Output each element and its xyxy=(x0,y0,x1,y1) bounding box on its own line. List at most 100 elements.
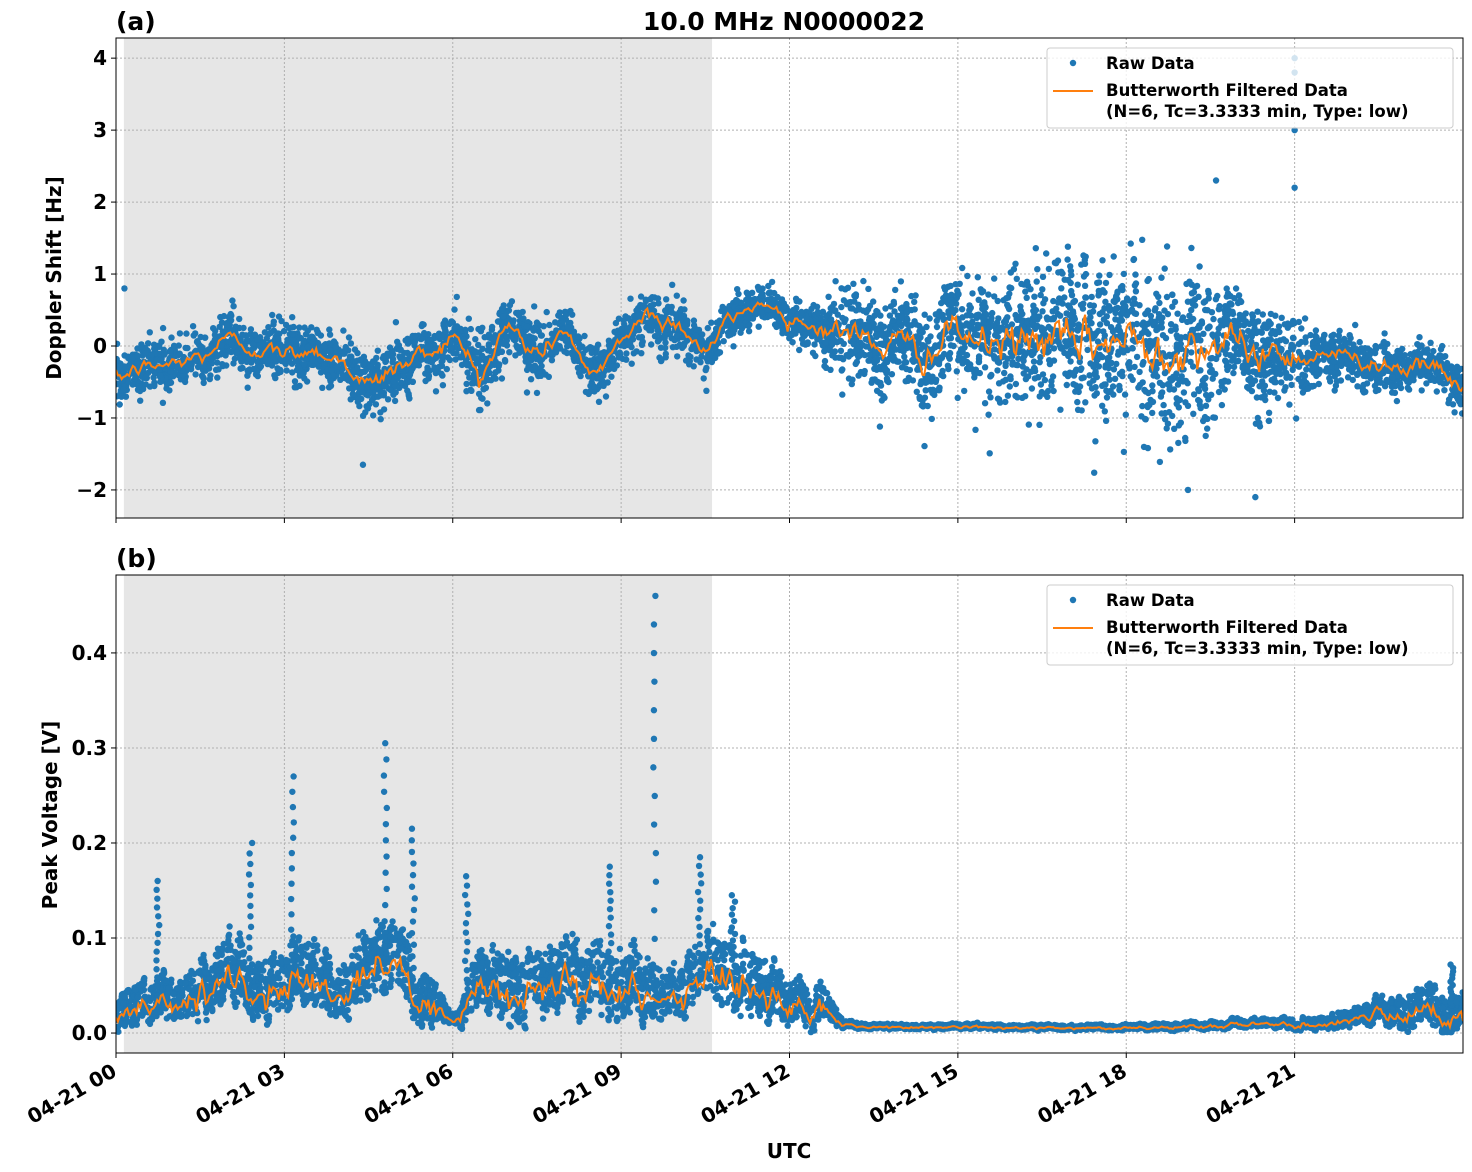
raw-data-point xyxy=(262,356,269,363)
raw-data-point xyxy=(384,396,392,403)
raw-data-point xyxy=(1443,359,1451,367)
raw-data-point xyxy=(838,367,845,374)
raw-data-point xyxy=(838,354,845,361)
raw-data-point xyxy=(1259,337,1267,344)
raw-data-point xyxy=(926,315,933,322)
raw-data-point xyxy=(1383,376,1391,384)
raw-data-point xyxy=(1195,293,1202,300)
raw-data-point xyxy=(210,325,217,332)
raw-data-point xyxy=(1127,240,1134,247)
raw-data-point xyxy=(1245,368,1253,376)
raw-data-point xyxy=(870,298,877,305)
raw-data-point xyxy=(308,333,315,340)
raw-data-point xyxy=(1116,386,1123,393)
raw-data-point xyxy=(272,374,279,382)
raw-data-point xyxy=(1367,375,1375,382)
raw-data-point xyxy=(1278,379,1285,386)
raw-data-point xyxy=(1036,359,1043,366)
raw-data-point xyxy=(1229,308,1236,315)
raw-data-point xyxy=(628,360,635,367)
raw-data-point xyxy=(802,331,809,338)
raw-data-point xyxy=(1423,380,1430,387)
raw-data-point xyxy=(1122,411,1130,418)
raw-data-point xyxy=(527,353,534,361)
raw-data-point xyxy=(1105,371,1112,378)
raw-data-point xyxy=(1298,325,1305,332)
raw-data-point xyxy=(1224,312,1231,319)
raw-data-point xyxy=(389,359,396,366)
raw-data-point xyxy=(1298,379,1305,386)
raw-data-point xyxy=(913,388,920,395)
raw-data-point xyxy=(1293,415,1300,422)
raw-data-point xyxy=(900,348,907,355)
raw-data-point xyxy=(1441,387,1448,394)
raw-data-point xyxy=(703,387,710,394)
raw-data-point xyxy=(1167,446,1174,453)
raw-data-point xyxy=(452,323,459,331)
raw-data-point xyxy=(170,342,178,349)
raw-data-point xyxy=(1221,377,1228,384)
raw-data-point xyxy=(500,340,507,347)
raw-data-point xyxy=(1201,413,1209,421)
raw-data-point xyxy=(1156,299,1163,307)
raw-data-point xyxy=(868,379,875,386)
raw-data-point xyxy=(730,328,737,335)
raw-data-point xyxy=(227,310,234,318)
raw-data-point xyxy=(1281,321,1289,328)
raw-data-point xyxy=(1002,360,1009,367)
raw-data-point xyxy=(1412,369,1419,376)
raw-data-point xyxy=(1211,414,1219,421)
raw-data-point xyxy=(283,367,290,374)
raw-data-point xyxy=(852,360,859,368)
raw-data-point xyxy=(1033,278,1040,285)
raw-data-point xyxy=(1161,307,1168,314)
raw-data-point xyxy=(899,304,906,311)
raw-data-point xyxy=(911,298,918,306)
raw-data-point xyxy=(1381,330,1388,337)
raw-data-point xyxy=(376,392,384,399)
raw-data-point xyxy=(1254,308,1261,315)
raw-data-point xyxy=(1169,291,1176,298)
raw-data-point xyxy=(1173,400,1180,407)
raw-data-point xyxy=(1283,371,1290,379)
raw-data-point xyxy=(813,303,821,310)
raw-data-point xyxy=(159,399,167,406)
raw-data-point xyxy=(147,352,155,359)
raw-data-point xyxy=(1210,315,1217,323)
raw-data-point xyxy=(1331,387,1338,394)
raw-data-point xyxy=(244,384,251,391)
raw-data-point xyxy=(1101,305,1108,312)
raw-data-point xyxy=(193,338,201,346)
raw-data-point xyxy=(814,308,822,316)
raw-data-point xyxy=(992,332,999,339)
raw-data-point xyxy=(850,341,857,348)
raw-data-point xyxy=(872,349,879,357)
raw-data-point xyxy=(202,334,209,341)
raw-data-point xyxy=(426,337,434,344)
raw-data-point xyxy=(839,391,846,398)
raw-data-point xyxy=(1007,375,1014,383)
raw-data-point xyxy=(1391,389,1399,396)
raw-data-point xyxy=(377,416,384,423)
raw-data-point xyxy=(829,334,836,341)
raw-data-point xyxy=(1205,290,1212,297)
raw-data-point xyxy=(289,314,296,321)
raw-data-point xyxy=(116,393,120,400)
raw-data-point xyxy=(451,306,458,313)
raw-data-point xyxy=(1173,395,1180,402)
raw-data-point xyxy=(187,366,195,373)
raw-data-point xyxy=(116,401,123,408)
raw-data-point xyxy=(744,296,751,303)
raw-data-point xyxy=(296,324,303,331)
raw-data-point xyxy=(442,328,449,335)
raw-data-point xyxy=(1046,360,1054,368)
raw-data-point xyxy=(1142,310,1149,318)
raw-data-point xyxy=(790,306,797,314)
raw-data-point xyxy=(1096,310,1104,318)
raw-data-point xyxy=(1302,334,1309,341)
raw-data-point xyxy=(1448,392,1455,399)
raw-data-point xyxy=(1107,324,1115,331)
raw-data-point xyxy=(531,362,539,369)
raw-data-point xyxy=(1175,439,1182,447)
raw-data-point xyxy=(1392,382,1399,390)
